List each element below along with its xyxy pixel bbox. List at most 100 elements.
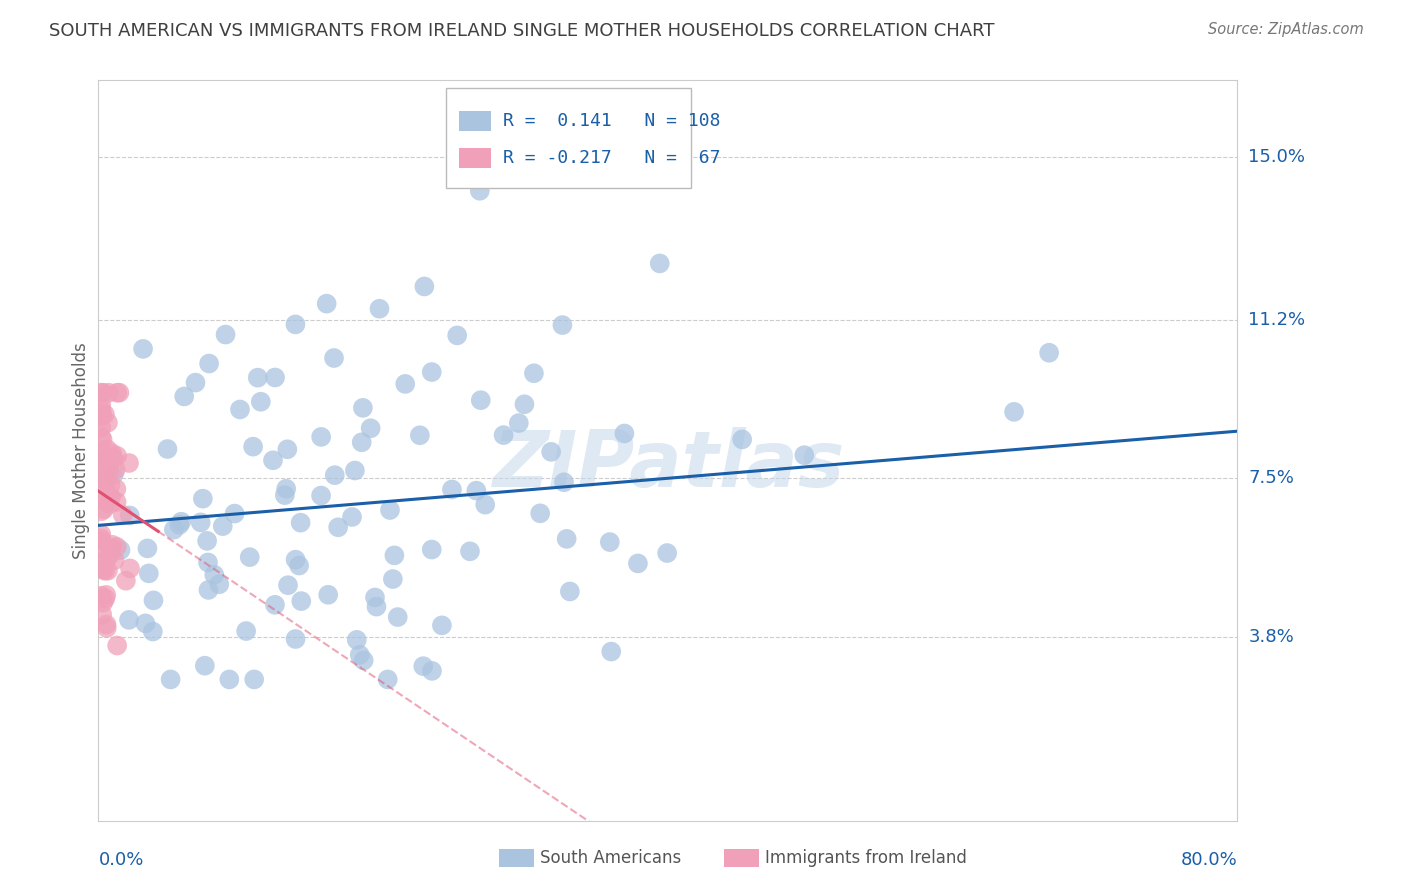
Point [394,376,416,391]
Point [264,370,287,384]
Point [90,385,112,400]
Text: Immigrants from Ireland: Immigrants from Ireland [765,849,967,867]
Point [468,184,491,198]
Bar [460,148,491,169]
Point [229,402,252,417]
Point [474,498,496,512]
Text: Source: ZipAtlas.com: Source: ZipAtlas.com [1208,22,1364,37]
Point [94,591,117,606]
Point [529,506,551,520]
Point [290,594,312,608]
Point [208,577,231,591]
Point [91,473,114,487]
Point [93,502,115,516]
Point [197,556,219,570]
Point [90,420,112,434]
Point [98,497,121,511]
Point [100,491,122,505]
Point [118,613,141,627]
Point [195,533,218,548]
Point [91,607,114,622]
Point [523,366,546,380]
Text: 0.0%: 0.0% [98,851,143,869]
Point [105,540,128,554]
Point [103,467,125,482]
Point [159,673,181,687]
Point [163,523,186,537]
Point [94,491,117,506]
Point [91,596,114,610]
Point [309,430,332,444]
Point [97,459,120,474]
Point [378,503,401,517]
Point [368,301,391,316]
Text: R = -0.217   N =  67: R = -0.217 N = 67 [503,149,720,167]
Point [90,504,112,518]
Point [91,492,114,507]
Point [91,385,114,400]
Point [90,534,112,549]
Point [420,664,443,678]
Text: 11.2%: 11.2% [1249,311,1306,329]
Point [94,479,117,493]
Point [513,397,536,411]
Point [250,394,273,409]
Point [142,624,165,639]
Text: SOUTH AMERICAN VS IMMIGRANTS FROM IRELAND SINGLE MOTHER HOUSEHOLDS CORRELATION C: SOUTH AMERICAN VS IMMIGRANTS FROM IRELAN… [49,22,994,40]
Point [118,456,141,470]
Point [349,648,371,662]
Point [420,365,443,379]
Point [111,508,134,522]
Point [243,673,266,687]
Point [274,488,297,502]
Point [96,550,118,565]
Text: 80.0%: 80.0% [1181,851,1237,869]
Point [105,495,128,509]
Point [156,442,179,456]
Point [309,489,332,503]
FancyBboxPatch shape [446,87,690,187]
Point [627,557,650,571]
Point [96,442,118,457]
Point [553,475,575,490]
Point [326,520,349,534]
Point [96,450,118,464]
Point [132,342,155,356]
Point [470,393,492,408]
Point [96,617,118,632]
Point [211,519,233,533]
Text: South Americans: South Americans [540,849,681,867]
Point [409,428,432,442]
Y-axis label: Single Mother Households: Single Mother Households [72,343,90,558]
Point [96,621,118,635]
Point [492,428,515,442]
Point [101,538,124,552]
Point [323,468,346,483]
Point [235,624,257,638]
Text: 15.0%: 15.0% [1249,148,1305,166]
Point [440,483,463,497]
Point [315,296,337,310]
Point [101,446,124,460]
Point [412,659,434,673]
Point [96,451,118,466]
Point [430,618,453,632]
Point [103,451,125,466]
Text: ZIPatlas: ZIPatlas [492,427,844,503]
Text: R =  0.141   N = 108: R = 0.141 N = 108 [503,112,720,130]
Bar [460,111,491,131]
Point [90,467,112,481]
Point [558,584,581,599]
Point [540,445,562,459]
Point [600,644,623,658]
Point [169,517,191,532]
Point [364,591,387,605]
Point [239,550,262,565]
Point [202,567,225,582]
Point [90,430,112,444]
Point [103,553,125,567]
Point [599,535,621,549]
Point [377,673,399,687]
Point [191,491,214,506]
Text: 3.8%: 3.8% [1249,628,1294,646]
